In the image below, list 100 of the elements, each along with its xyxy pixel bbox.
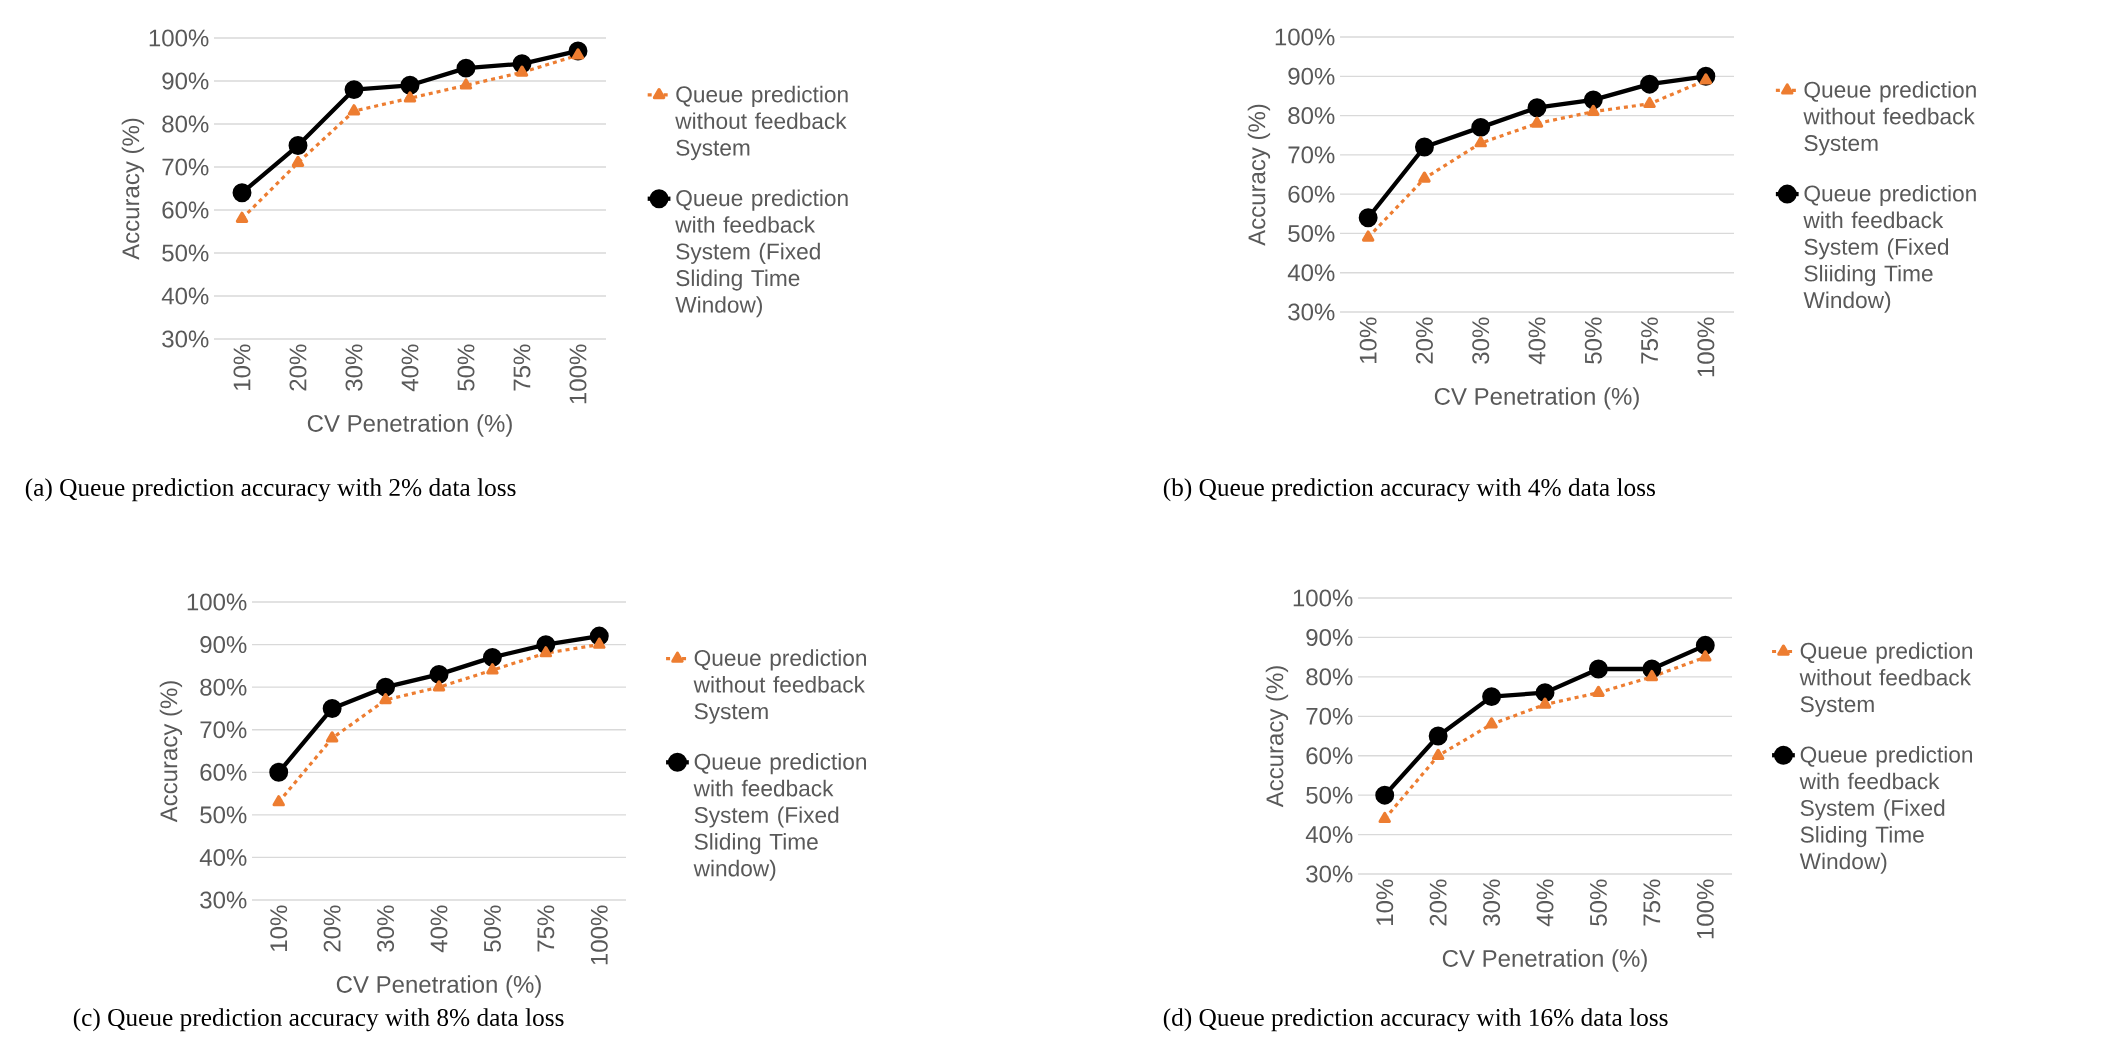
x-axis-title: CV Penetration (%)	[307, 414, 512, 437]
x-tick-label: 20%	[289, 344, 307, 391]
x-tick-label: 40%	[1528, 317, 1546, 365]
x-tick-label: 20%	[323, 905, 341, 952]
y-tick-label: 60%	[200, 763, 247, 781]
y-tick-label: 50%	[162, 244, 209, 262]
point	[1485, 717, 1498, 729]
x-axis-title: CV Penetration (%)	[336, 975, 541, 998]
legend-label: Queue prediction without feedback System	[1799, 642, 1973, 717]
point	[1643, 96, 1656, 109]
x-tick-label: 100%	[569, 344, 587, 404]
text: (a) Queue prediction accuracy with 2% data loss	[25, 478, 516, 502]
y-tick-label: 40%	[1305, 826, 1353, 844]
point	[403, 91, 417, 103]
point	[1361, 230, 1375, 242]
x-tick-label: 50%	[457, 344, 475, 391]
x-tick-label: 40%	[430, 905, 448, 953]
point	[486, 663, 499, 675]
x-tick-label: 75%	[513, 344, 531, 391]
point	[322, 698, 342, 718]
y-tick-label: 60%	[162, 201, 209, 219]
x-tick-label: 100%	[1697, 317, 1715, 377]
y-tick-label: 50%	[200, 806, 247, 824]
y-tick-label: 100%	[149, 29, 209, 47]
x-tick-label: 10%	[233, 344, 251, 390]
y-tick-label: 100%	[1293, 589, 1353, 607]
point	[429, 664, 449, 684]
x-tick-label: 50%	[1589, 879, 1607, 926]
point	[379, 693, 392, 705]
legend-label: Queue prediction without feedback System	[1803, 81, 1976, 156]
point	[288, 136, 308, 155]
y-tick-label: 70%	[1306, 707, 1353, 725]
x-tick-label: 75%	[1643, 879, 1661, 926]
x-tick-label: 30%	[377, 905, 395, 952]
point	[235, 211, 249, 223]
x-tick-label: 100%	[1696, 879, 1714, 939]
point	[291, 155, 305, 167]
y-tick-label: 80%	[162, 115, 209, 133]
x-tick-label: 20%	[1429, 879, 1447, 926]
point	[432, 680, 446, 692]
point	[1640, 74, 1660, 94]
x-tick-label: 30%	[345, 344, 363, 391]
point	[1588, 659, 1608, 679]
y-tick-label: 50%	[1306, 786, 1353, 804]
y-tick-label: 60%	[1306, 747, 1353, 765]
point	[1378, 811, 1391, 824]
legend-label: Queue prediction without feedback System	[693, 649, 866, 724]
point	[1527, 98, 1547, 118]
point	[269, 762, 289, 782]
x-axis-title: CV Penetration (%)	[1434, 387, 1639, 410]
point	[232, 183, 252, 203]
x-tick-label: 50%	[1584, 317, 1602, 364]
point	[456, 58, 476, 78]
point	[347, 104, 361, 116]
point	[1358, 208, 1378, 228]
y-tick-label: 30%	[1306, 865, 1353, 883]
point	[1414, 137, 1434, 157]
x-tick-label: 75%	[537, 905, 555, 952]
y-tick-label: 80%	[200, 678, 247, 696]
point	[1428, 726, 1448, 746]
y-tick-label: 70%	[200, 721, 247, 739]
x-tick-label: 50%	[483, 905, 501, 952]
point	[1530, 116, 1544, 128]
y-tick-label: 50%	[1288, 224, 1335, 242]
y-tick-label: 60%	[1288, 185, 1335, 203]
point	[1535, 683, 1555, 703]
point	[1645, 669, 1659, 682]
x-tick-label: 75%	[1641, 317, 1659, 364]
y-tick-label: 70%	[162, 158, 209, 176]
y-tick-label: 70%	[1288, 146, 1335, 164]
text: (b) Queue prediction accuracy with 4% data loss	[1163, 478, 1655, 502]
point	[1474, 136, 1487, 148]
y-axis-title: Accuracy (%)	[1247, 104, 1271, 246]
point	[1375, 785, 1395, 805]
point	[1587, 104, 1600, 116]
x-tick-label: 10%	[270, 905, 288, 951]
legend-label: Queue prediction with feedback System (Fixed Sliding Time window)	[693, 753, 866, 881]
point	[539, 646, 553, 658]
legend-label: Queue prediction with feedback System (Fixed Sliding Time Window)	[1799, 746, 1973, 874]
point	[376, 677, 396, 697]
point	[1538, 697, 1552, 709]
y-tick-label: 40%	[199, 848, 247, 866]
y-tick-label: 40%	[161, 287, 209, 305]
y-tick-label: 40%	[1287, 264, 1335, 282]
y-tick-label: 90%	[1306, 628, 1353, 646]
x-tick-label: 40%	[401, 344, 419, 392]
x-tick-label: 20%	[1415, 317, 1433, 364]
y-tick-label: 100%	[1275, 28, 1335, 46]
x-tick-label: 100%	[590, 905, 608, 965]
y-tick-label: 80%	[1306, 668, 1353, 686]
point	[459, 78, 473, 90]
point	[1583, 90, 1603, 110]
point	[482, 647, 502, 667]
point	[325, 731, 339, 743]
legend-label: Queue prediction with feedback System (Fixed Sliiding Time Window)	[1803, 184, 1976, 313]
point	[1431, 748, 1445, 760]
point	[1592, 685, 1605, 697]
y-axis-title: Accuracy (%)	[121, 118, 145, 260]
x-tick-label: 30%	[1472, 317, 1490, 364]
point	[1699, 650, 1712, 662]
